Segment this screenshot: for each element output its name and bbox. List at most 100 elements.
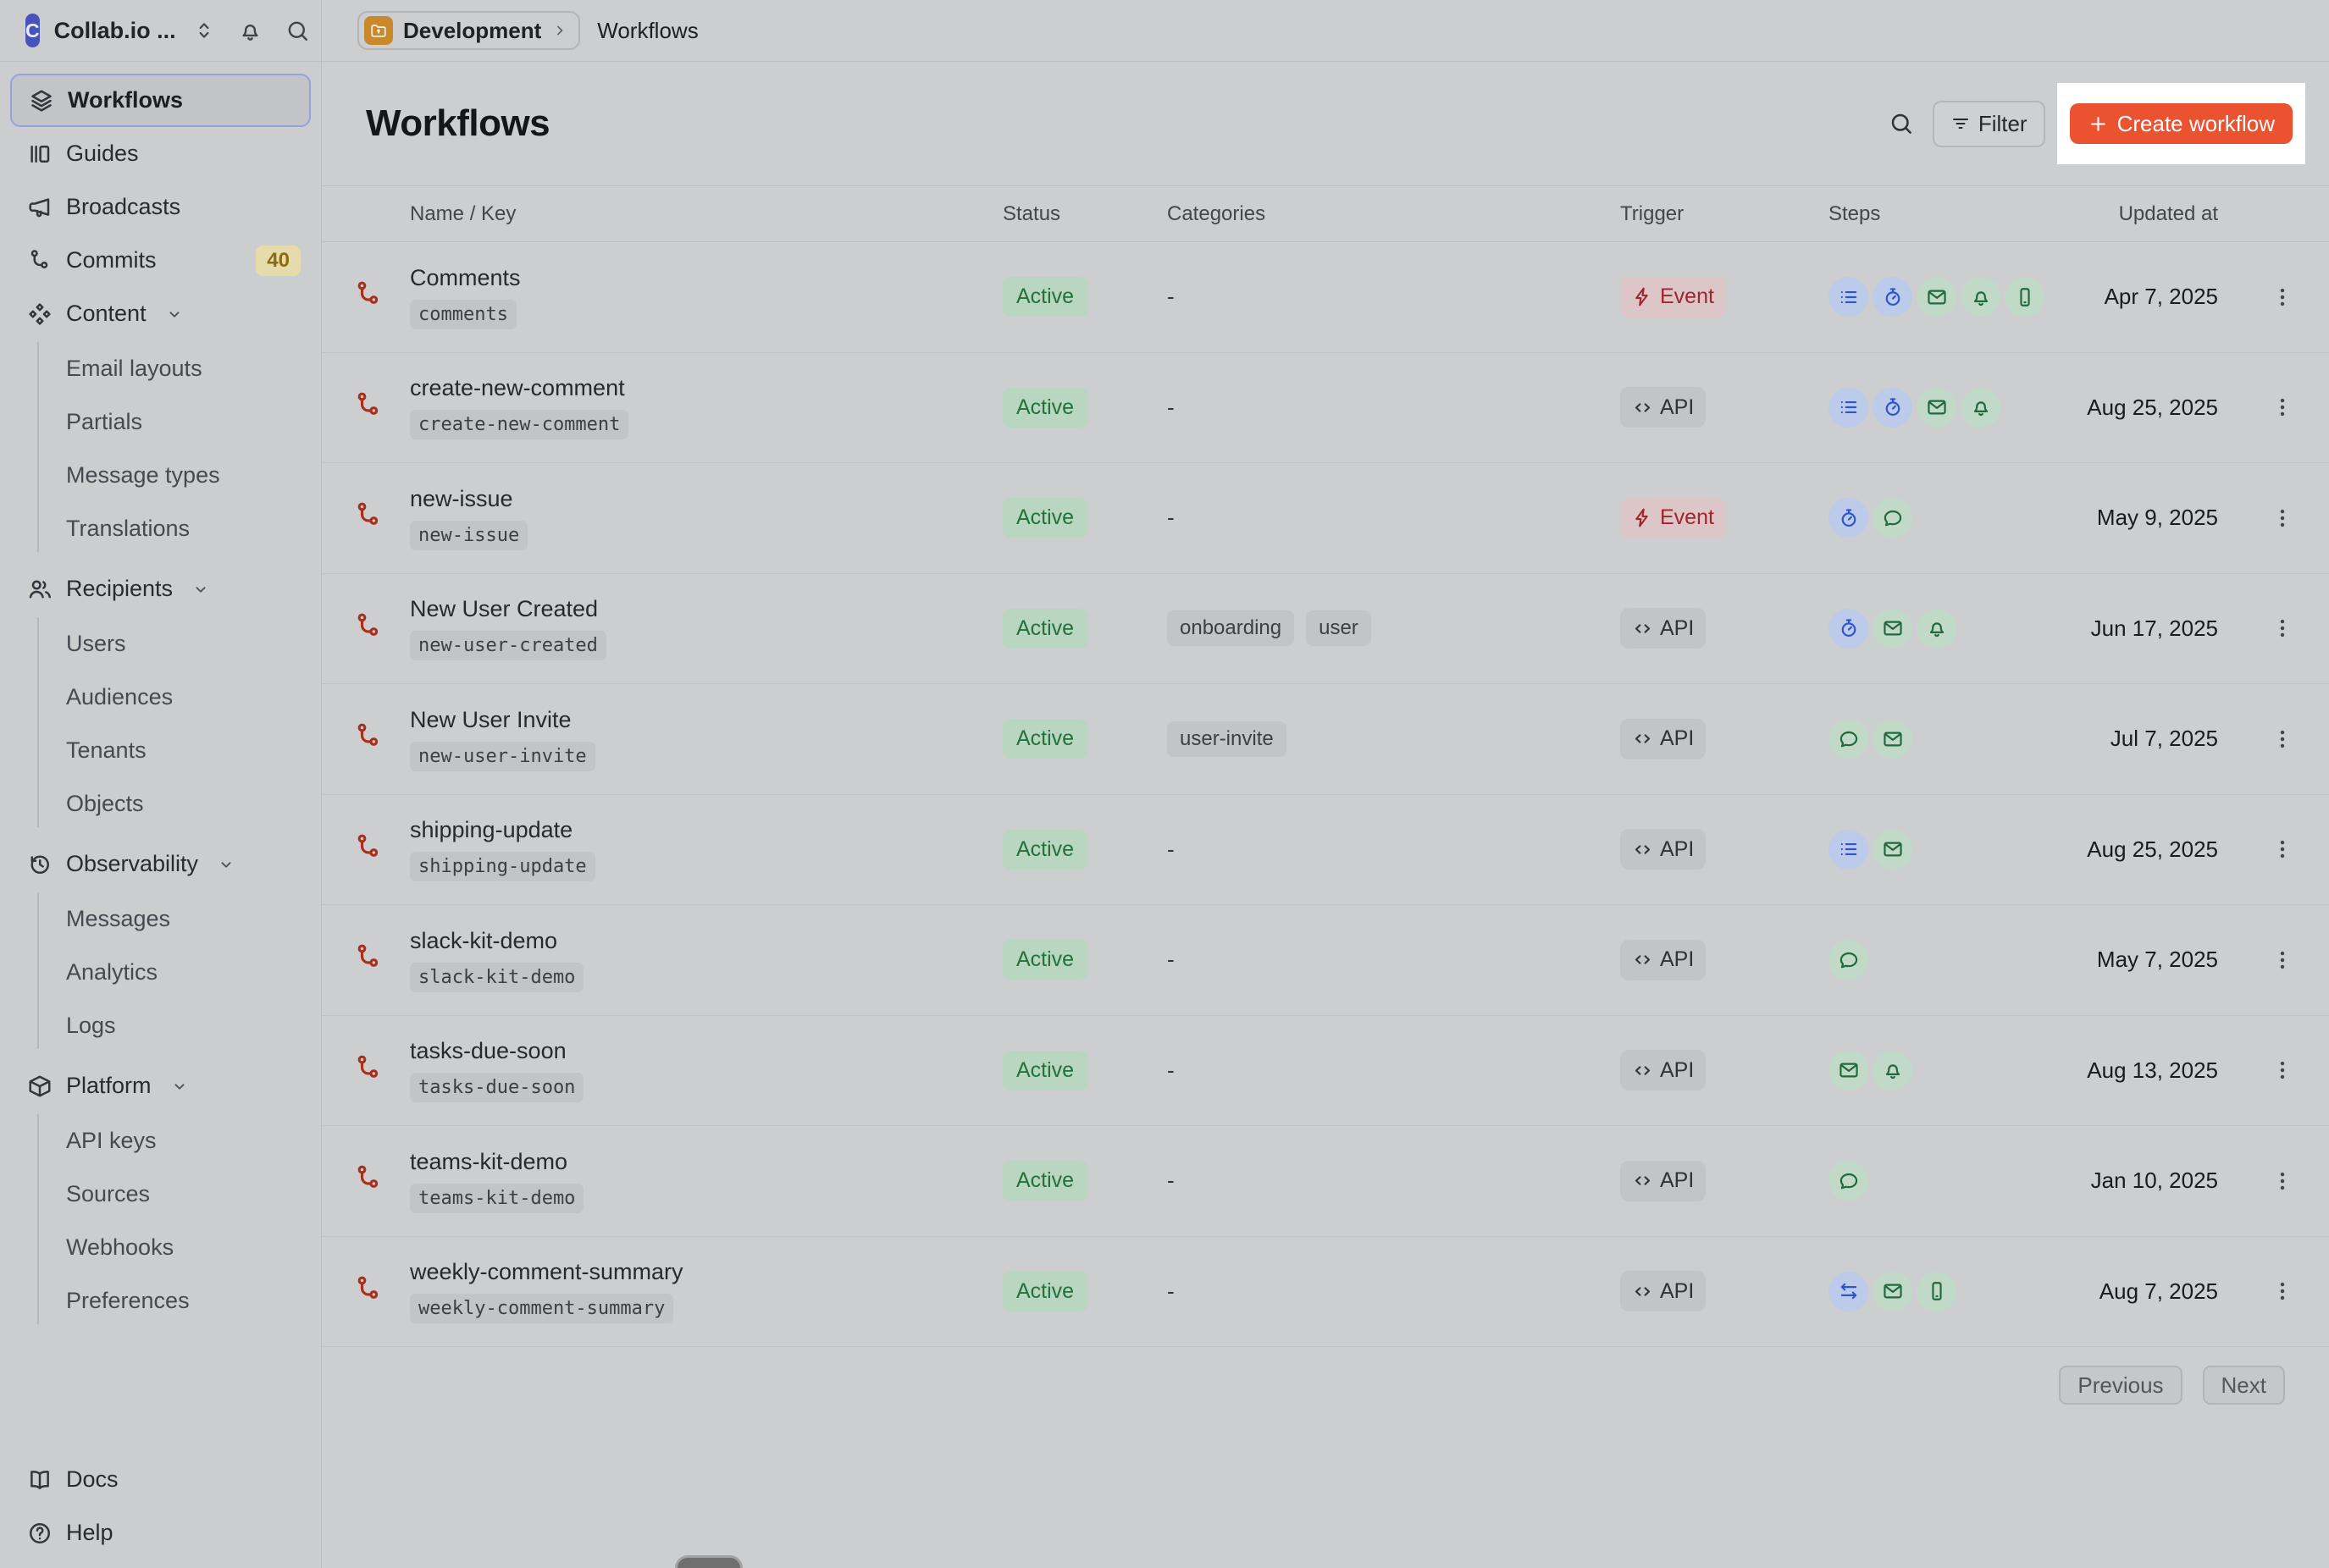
workflow-name-cell[interactable]: weekly-comment-summary weekly-comment-sum… bbox=[410, 1259, 1003, 1324]
workflow-row[interactable]: slack-kit-demo slack-kit-demo Active - API Ma… bbox=[322, 905, 2329, 1016]
horizontal-scrollbar-thumb[interactable] bbox=[675, 1555, 743, 1568]
mail-icon bbox=[1882, 617, 1904, 639]
trigger-label: API bbox=[1660, 1168, 1695, 1193]
step-email bbox=[1828, 1050, 1868, 1090]
row-actions-kebab-button[interactable] bbox=[2268, 389, 2297, 426]
sidebar-item-guides[interactable]: Guides bbox=[0, 127, 321, 180]
step-in-app bbox=[1961, 277, 2000, 317]
bell-icon bbox=[1926, 617, 1948, 639]
row-actions-kebab-button[interactable] bbox=[2268, 1162, 2297, 1200]
sidebar-item-translations[interactable]: Translations bbox=[66, 516, 191, 541]
row-actions-kebab-button[interactable] bbox=[2268, 721, 2297, 758]
mail-icon bbox=[1882, 728, 1904, 750]
column-header-categories: Categories bbox=[1167, 202, 1266, 225]
filter-button[interactable]: Filter bbox=[1932, 100, 2045, 147]
workflow-key-chip: teams-kit-demo bbox=[410, 1183, 584, 1213]
workspace-switcher[interactable]: C Collab.io ... bbox=[0, 0, 321, 62]
pagination: Previous Next bbox=[322, 1347, 2329, 1405]
environment-switcher[interactable]: Development bbox=[357, 11, 581, 50]
workflow-row[interactable]: New User Invite new-user-invite Active user… bbox=[322, 684, 2329, 795]
chevronDown-icon bbox=[170, 1077, 189, 1096]
workflow-row[interactable]: shipping-update shipping-update Active - API… bbox=[322, 795, 2329, 905]
step-email bbox=[1873, 608, 1912, 649]
sidebar-item-partials[interactable]: Partials bbox=[66, 409, 143, 434]
trigger-label: API bbox=[1660, 947, 1695, 972]
workflow-row[interactable]: tasks-due-soon tasks-due-soon Active - API Au… bbox=[322, 1016, 2329, 1126]
sidebar-item-email-layouts[interactable]: Email layouts bbox=[66, 356, 202, 381]
sidebar-item-observability[interactable]: Observability bbox=[0, 837, 321, 891]
sidebar-item-platform[interactable]: Platform bbox=[0, 1059, 321, 1113]
table-search-icon[interactable] bbox=[1889, 111, 1914, 136]
chevronDown-icon bbox=[165, 305, 184, 323]
row-actions-kebab-button[interactable] bbox=[2268, 279, 2297, 316]
step-fetch bbox=[1828, 1271, 1868, 1311]
workflow-row[interactable]: Comments comments Active - Event Apr 7, 2025 bbox=[322, 242, 2329, 353]
sidebar-item-docs[interactable]: Docs bbox=[0, 1453, 321, 1506]
workflow-name-cell[interactable]: new-issue new-issue bbox=[410, 486, 1003, 550]
column-header-steps: Steps bbox=[1828, 202, 1881, 225]
previous-page-button[interactable]: Previous bbox=[2059, 1366, 2182, 1405]
sidebar-item-preferences[interactable]: Preferences bbox=[66, 1288, 190, 1313]
workflow-name-cell[interactable]: create-new-comment create-new-comment bbox=[410, 375, 1003, 440]
step-batch bbox=[1828, 387, 1868, 428]
sidebar-item-help[interactable]: Help bbox=[0, 1506, 321, 1560]
sidebar-item-tenants[interactable]: Tenants bbox=[66, 737, 147, 763]
sidebar-item-objects[interactable]: Objects bbox=[66, 791, 144, 816]
workflow-name-cell[interactable]: New User Created new-user-created bbox=[410, 596, 1003, 661]
sidebar-item-analytics[interactable]: Analytics bbox=[66, 959, 158, 985]
status-badge: Active bbox=[1003, 1161, 1088, 1201]
sidebar-item-users[interactable]: Users bbox=[66, 631, 126, 656]
row-actions-kebab-button[interactable] bbox=[2268, 610, 2297, 647]
sidebar-item-workflows[interactable]: Workflows bbox=[10, 74, 311, 127]
step-in-app bbox=[1961, 387, 2000, 428]
workflow-name-cell[interactable]: Comments comments bbox=[410, 265, 1003, 329]
workflow-name-cell[interactable]: slack-kit-demo slack-kit-demo bbox=[410, 928, 1003, 992]
notifications-bell-icon[interactable] bbox=[238, 19, 263, 43]
categories-cell: onboarding user bbox=[1167, 610, 1620, 647]
box-icon bbox=[27, 1074, 53, 1099]
categories-cell: - bbox=[1167, 505, 1175, 531]
sidebar-item-webhooks[interactable]: Webhooks bbox=[66, 1234, 174, 1260]
row-actions-kebab-button[interactable] bbox=[2268, 1052, 2297, 1089]
workflow-key-chip: new-user-invite bbox=[410, 741, 595, 771]
column-header-name-key: Name / Key bbox=[410, 202, 517, 225]
workflow-name-cell[interactable]: tasks-due-soon tasks-due-soon bbox=[410, 1038, 1003, 1103]
workflow-row[interactable]: New User Created new-user-created Active on… bbox=[322, 574, 2329, 684]
sidebar-item-content[interactable]: Content bbox=[0, 287, 321, 340]
workflow-row[interactable]: new-issue new-issue Active - Event May 9, 202… bbox=[322, 463, 2329, 574]
sidebar-item-message-types[interactable]: Message types bbox=[66, 462, 220, 488]
workflow-name-cell[interactable]: New User Invite new-user-invite bbox=[410, 707, 1003, 771]
trigger-badge-api: API bbox=[1620, 387, 1707, 428]
step-push bbox=[1917, 1271, 1956, 1311]
workflow-row[interactable]: teams-kit-demo teams-kit-demo Active - API Ja… bbox=[322, 1126, 2329, 1237]
step-email bbox=[1917, 387, 1956, 428]
steps-cell bbox=[1828, 277, 2083, 317]
sidebar-item-recipients[interactable]: Recipients bbox=[0, 562, 321, 616]
kebab-icon bbox=[2271, 506, 2294, 530]
megaphone-icon bbox=[27, 195, 53, 220]
sidebar-item-messages[interactable]: Messages bbox=[66, 906, 171, 931]
sidebar-item-sources[interactable]: Sources bbox=[66, 1181, 151, 1206]
row-actions-kebab-button[interactable] bbox=[2268, 831, 2297, 868]
column-header-updated-at: Updated at bbox=[2118, 202, 2218, 225]
next-page-button[interactable]: Next bbox=[2202, 1366, 2285, 1405]
workflow-row[interactable]: create-new-comment create-new-comment Acti… bbox=[322, 353, 2329, 463]
workspace-selector-icon[interactable] bbox=[193, 19, 215, 41]
sidebar-item-commits[interactable]: Commits 40 bbox=[0, 234, 321, 287]
workflow-name-cell[interactable]: teams-kit-demo teams-kit-demo bbox=[410, 1149, 1003, 1213]
step-email bbox=[1873, 1271, 1912, 1311]
create-workflow-button[interactable]: Create workflow bbox=[2069, 103, 2293, 144]
row-actions-kebab-button[interactable] bbox=[2268, 941, 2297, 979]
sidebar-item-label: Docs bbox=[66, 1466, 119, 1492]
row-actions-kebab-button[interactable] bbox=[2268, 500, 2297, 537]
row-actions-kebab-button[interactable] bbox=[2268, 1273, 2297, 1310]
sidebar-item-audiences[interactable]: Audiences bbox=[66, 684, 174, 709]
workflow-name-cell[interactable]: shipping-update shipping-update bbox=[410, 817, 1003, 882]
sidebar-item-logs[interactable]: Logs bbox=[66, 1013, 116, 1038]
sidebar-item-label: Commits bbox=[66, 247, 157, 273]
sidebar-search-icon[interactable] bbox=[285, 19, 310, 43]
sidebar-item-api-keys[interactable]: API keys bbox=[66, 1128, 157, 1153]
workflow-row[interactable]: weekly-comment-summary weekly-comment-sum… bbox=[322, 1237, 2329, 1347]
sidebar-item-broadcasts[interactable]: Broadcasts bbox=[0, 180, 321, 234]
